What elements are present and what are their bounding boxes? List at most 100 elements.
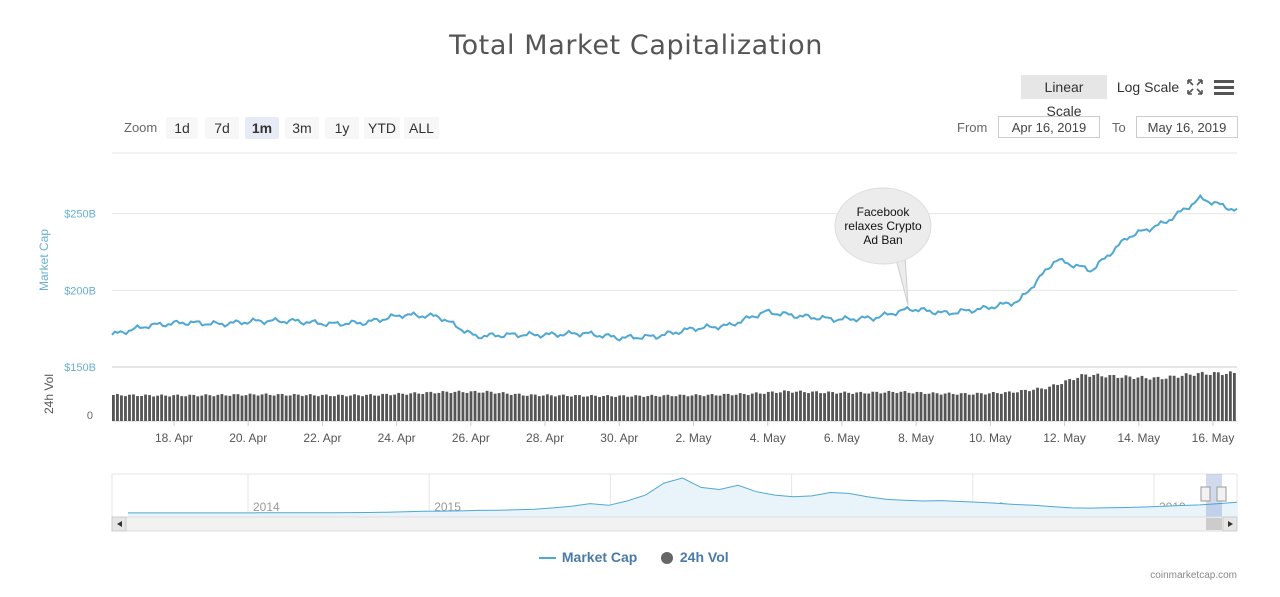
volume-bar [626,396,630,421]
zoom-1y-button[interactable]: 1y [325,117,359,139]
volume-bar [606,395,610,421]
credits-link[interactable]: coinmarketcap.com [1150,570,1237,581]
volume-bar [1184,373,1188,421]
zoom-3m-button[interactable]: 3m [285,117,319,139]
volume-bar [300,396,304,421]
volume-bar [477,392,481,421]
volume-bar [682,394,686,421]
volume-bar [570,396,573,421]
linear-scale-button[interactable]: Linear Scale [1021,75,1107,119]
volume-bar [557,395,561,421]
volume-bar [1224,373,1228,421]
legend-volume[interactable]: 24h Vol [660,548,729,566]
volume-bar [320,394,324,421]
volume-bar [212,396,216,421]
volume-bar [919,392,923,421]
volume-bar [449,393,453,421]
to-date-input[interactable]: May 16, 2019 [1136,116,1238,138]
fullscreen-icon[interactable] [1186,78,1204,101]
volume-bar [1128,376,1132,421]
volume-bar [425,392,429,421]
volume-bar [646,395,650,421]
volume-bar [883,392,887,421]
volume-bar [979,393,983,421]
volume-bar [574,395,577,421]
navigator-left-handle [1200,486,1211,502]
volume-bar [1180,375,1184,421]
legend-volume-label: 24h Vol [679,549,729,565]
volume-bar [381,393,385,421]
volume-bar [1052,384,1055,421]
zoom-1d-button[interactable]: 1d [166,117,198,139]
volume-bar [401,393,405,421]
volume-bar [1096,373,1100,421]
volume-bar [967,394,971,421]
volume-bar [602,395,605,421]
volume-bar [807,393,810,421]
volume-bar [630,396,634,421]
volume-bar [296,394,300,421]
volume-bar [618,395,622,421]
volume-axis-title: 24h Vol [42,374,56,414]
log-scale-button[interactable]: Log Scale [1116,79,1180,95]
volume-bar [260,394,264,421]
volume-bar [236,394,240,421]
volume-bar [433,393,437,421]
volume-bar [638,395,642,421]
volume-bar [1140,375,1144,421]
volume-bar [674,396,678,421]
volume-bar [341,394,344,421]
volume-bar [983,394,987,421]
zoom-all-button[interactable]: ALL [404,117,439,139]
volume-bar [562,394,565,421]
volume-bar [268,394,272,421]
volume-bar [698,395,702,421]
volume-bar [662,395,666,421]
volume-bar [453,391,457,421]
scrollbar-track [111,516,1238,532]
volume-bar [1060,384,1064,421]
volume-bar [328,396,332,421]
legend-market-cap[interactable]: Market Cap [538,548,637,566]
volume-bar [702,396,706,421]
volume-bar [1044,389,1047,421]
zoom-ytd-button[interactable]: YTD [364,117,400,139]
volume-bar [742,393,746,421]
volume-bar [658,396,662,421]
volume-bar [871,391,875,421]
menu-icon[interactable] [1214,79,1234,100]
from-date-input[interactable]: Apr 16, 2019 [998,116,1100,138]
volume-bar [811,391,814,421]
volume-bar [730,395,734,421]
volume-bar [1188,374,1192,421]
volume-bar [694,394,698,421]
volume-bar [353,394,356,421]
volume-bar [501,392,505,421]
volume-bar [903,391,907,421]
volume-bar [1088,376,1092,421]
volume-bar [863,393,867,421]
volume-bar [469,391,473,421]
volume-bar [907,392,911,421]
zoom-7d-button[interactable]: 7d [205,117,239,139]
volume-bar [935,393,939,421]
volume-bar [1136,377,1140,421]
volume-bar [521,395,525,421]
x-tick-label: 8. May [898,431,934,445]
volume-bar [389,395,393,421]
x-tick-label: 20. Apr [229,431,267,445]
volume-bar [188,394,192,421]
volume-bar [1160,379,1164,421]
volume-bar [192,394,196,421]
volume-bar [915,391,919,421]
volume-bar [445,391,449,421]
volume-bar [1200,371,1204,421]
zoom-1m-button[interactable]: 1m [245,117,279,139]
volume-bar [959,393,963,421]
volume-bar [1192,375,1196,421]
annotation-text: relaxes Crypto [844,219,922,233]
volume-bar [216,394,220,421]
volume-bar [405,394,409,421]
volume-bar [156,395,160,421]
